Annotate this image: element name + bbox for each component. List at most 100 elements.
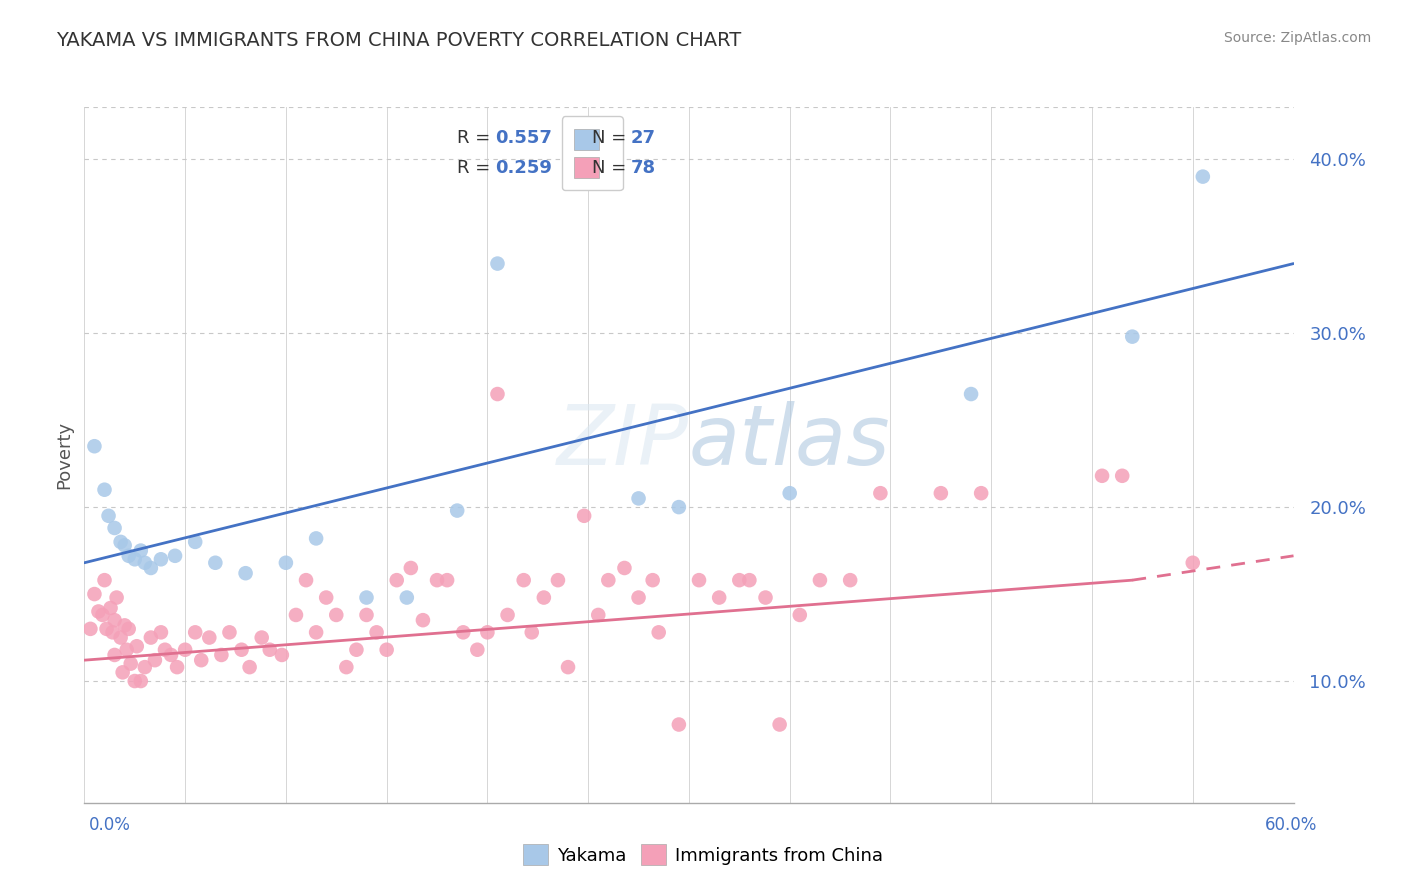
Point bbox=[412, 613, 434, 627]
Point bbox=[198, 631, 221, 645]
Y-axis label: Poverty: Poverty bbox=[55, 421, 73, 489]
Point bbox=[1181, 556, 1204, 570]
Point bbox=[101, 625, 124, 640]
Point bbox=[284, 607, 308, 622]
Point bbox=[134, 660, 156, 674]
Point bbox=[960, 387, 983, 401]
Text: ZIP: ZIP bbox=[557, 401, 689, 482]
Point bbox=[209, 648, 232, 662]
Point bbox=[160, 648, 183, 662]
Text: Source: ZipAtlas.com: Source: ZipAtlas.com bbox=[1223, 31, 1371, 45]
Text: 78: 78 bbox=[631, 160, 657, 178]
Point bbox=[100, 601, 122, 615]
Point bbox=[166, 660, 188, 674]
Point bbox=[93, 573, 115, 587]
Point bbox=[118, 549, 141, 563]
Point bbox=[728, 573, 751, 587]
Point bbox=[869, 486, 891, 500]
Point bbox=[114, 538, 136, 552]
Text: 0.259: 0.259 bbox=[495, 160, 553, 178]
Point bbox=[165, 549, 187, 563]
Point bbox=[83, 587, 105, 601]
Point bbox=[486, 387, 509, 401]
Point bbox=[1121, 329, 1143, 343]
Point bbox=[114, 618, 136, 632]
Point bbox=[366, 625, 388, 640]
Point bbox=[305, 625, 328, 640]
Point bbox=[769, 717, 792, 731]
Point bbox=[174, 642, 197, 657]
Text: YAKAMA VS IMMIGRANTS FROM CHINA POVERTY CORRELATION CHART: YAKAMA VS IMMIGRANTS FROM CHINA POVERTY … bbox=[56, 31, 741, 50]
Point bbox=[477, 625, 499, 640]
Point bbox=[754, 591, 776, 605]
Point bbox=[668, 717, 690, 731]
Point bbox=[235, 566, 257, 581]
Point bbox=[688, 573, 710, 587]
Point bbox=[125, 639, 148, 653]
Text: 0.557: 0.557 bbox=[495, 129, 553, 147]
Point bbox=[124, 552, 146, 566]
Point bbox=[204, 556, 226, 570]
Point bbox=[641, 573, 664, 587]
Point bbox=[533, 591, 555, 605]
Point bbox=[120, 657, 142, 671]
Point bbox=[149, 625, 172, 640]
Point bbox=[520, 625, 543, 640]
Point bbox=[139, 561, 162, 575]
Point bbox=[399, 561, 422, 575]
Point bbox=[613, 561, 636, 575]
Point bbox=[598, 573, 620, 587]
Point bbox=[190, 653, 212, 667]
Text: 27: 27 bbox=[631, 129, 657, 147]
Point bbox=[105, 591, 128, 605]
Point bbox=[451, 625, 474, 640]
Text: N =: N = bbox=[592, 160, 633, 178]
Point bbox=[467, 642, 489, 657]
Point bbox=[325, 607, 347, 622]
Point bbox=[124, 674, 146, 689]
Point bbox=[627, 491, 650, 506]
Point bbox=[839, 573, 862, 587]
Point bbox=[104, 521, 127, 535]
Point bbox=[139, 631, 162, 645]
Point bbox=[385, 573, 408, 587]
Point bbox=[270, 648, 292, 662]
Point bbox=[346, 642, 368, 657]
Point bbox=[709, 591, 731, 605]
Point bbox=[512, 573, 534, 587]
Point bbox=[929, 486, 952, 500]
Point bbox=[104, 648, 127, 662]
Point bbox=[668, 500, 690, 514]
Point bbox=[149, 552, 172, 566]
Text: 0.0%: 0.0% bbox=[89, 816, 131, 834]
Point bbox=[83, 439, 105, 453]
Point bbox=[738, 573, 761, 587]
Point bbox=[110, 534, 132, 549]
Point bbox=[395, 591, 418, 605]
Point bbox=[486, 256, 509, 270]
Point bbox=[808, 573, 831, 587]
Point bbox=[647, 625, 671, 640]
Point bbox=[446, 503, 468, 517]
Point bbox=[79, 622, 101, 636]
Legend: Yakama, Immigrants from China: Yakama, Immigrants from China bbox=[513, 835, 893, 874]
Point bbox=[129, 543, 152, 558]
Point bbox=[231, 642, 253, 657]
Point bbox=[239, 660, 262, 674]
Point bbox=[1192, 169, 1215, 184]
Point bbox=[110, 631, 132, 645]
Point bbox=[789, 607, 811, 622]
Point bbox=[557, 660, 579, 674]
Point bbox=[87, 605, 110, 619]
Point bbox=[134, 556, 156, 570]
Text: R =: R = bbox=[457, 160, 496, 178]
Point bbox=[118, 622, 141, 636]
Text: N =: N = bbox=[592, 129, 633, 147]
Point bbox=[779, 486, 801, 500]
Point bbox=[1091, 468, 1114, 483]
Point bbox=[305, 532, 328, 546]
Point bbox=[184, 534, 207, 549]
Point bbox=[436, 573, 458, 587]
Point bbox=[153, 642, 176, 657]
Legend: , : , bbox=[561, 116, 623, 190]
